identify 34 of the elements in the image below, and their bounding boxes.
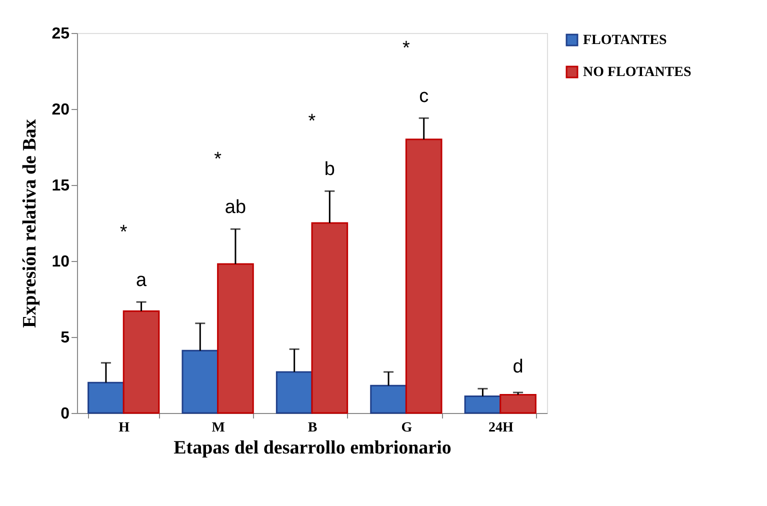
y-tick-label: 20: [52, 102, 70, 118]
bar: [88, 382, 124, 414]
bar: [405, 138, 442, 414]
annotation: c: [419, 86, 429, 108]
y-tick-label: 25: [52, 26, 70, 42]
bar: [122, 310, 160, 414]
bar: [370, 384, 407, 414]
x-axis-title: Etapas del desarrollo embrionario: [174, 438, 452, 458]
x-tick-label: 24H: [488, 420, 514, 436]
y-tick-label: 15: [52, 178, 70, 194]
bar: [276, 371, 313, 414]
bar: [217, 263, 254, 414]
bar: [464, 396, 502, 414]
y-tick-label: 5: [60, 330, 70, 346]
x-tick-label: H: [118, 420, 130, 436]
annotation: a: [136, 270, 147, 292]
bar: [311, 222, 348, 414]
y-tick-label: 10: [52, 254, 70, 270]
annotation: d: [512, 356, 524, 378]
annotation: ab: [224, 197, 246, 218]
annotation: *: [120, 222, 128, 244]
bar: [182, 350, 219, 414]
legend-label: FLOTANTES: [583, 33, 667, 48]
annotation: b: [324, 159, 335, 180]
x-tick-label: B: [308, 420, 318, 436]
y-axis-title: Expresión relativa de Bax: [20, 118, 41, 328]
annotation: *: [308, 111, 316, 132]
x-tick-label: G: [401, 420, 412, 436]
x-tick-label: M: [212, 420, 225, 436]
legend-label: NO FLOTANTES: [583, 65, 692, 80]
annotation: *: [214, 149, 222, 170]
annotation: *: [402, 38, 410, 60]
bar: [500, 394, 536, 414]
y-tick-label: 0: [60, 406, 70, 422]
